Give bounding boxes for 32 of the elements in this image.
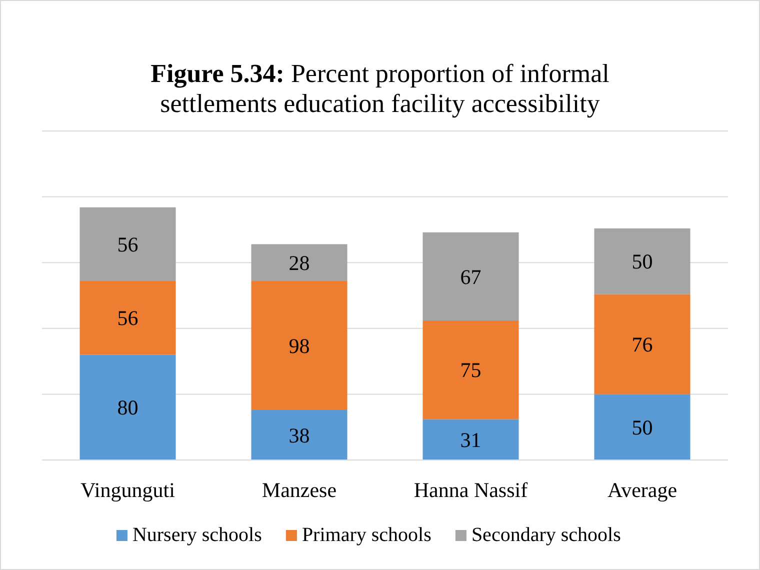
bar [80, 354, 176, 460]
data-label: 76 [632, 332, 653, 357]
data-label: 28 [288, 250, 310, 275]
data-label: 56 [117, 232, 138, 257]
legend-label: Nursery schools [132, 524, 262, 546]
bar [422, 232, 519, 321]
data-label: 56 [117, 306, 138, 330]
x-tick-label: Hanna Nassif [414, 478, 528, 502]
bar [594, 394, 690, 460]
data-label: 98 [288, 334, 310, 358]
x-tick-label: Manzese [262, 478, 337, 502]
legend-label: Secondary schools [471, 524, 622, 546]
x-tick-label: Average [607, 478, 678, 502]
legend-label: Primary schools [302, 524, 432, 546]
bar [594, 294, 690, 394]
chart-title: Figure 5.34: Percent proportion of informal settlements education facility accessibility [150, 59, 610, 118]
data-label: 80 [117, 396, 138, 420]
bar [251, 281, 348, 410]
bar [80, 281, 176, 355]
x-tick-label: Vingunguti [80, 478, 176, 502]
bar [80, 207, 176, 282]
data-label: 31 [460, 428, 482, 452]
bar [594, 228, 690, 294]
bar [422, 419, 519, 460]
data-label: 50 [632, 250, 653, 274]
data-label: 38 [288, 423, 310, 448]
bar [251, 244, 348, 282]
data-label: 50 [632, 415, 653, 440]
bar [422, 320, 519, 420]
data-label: 75 [460, 358, 482, 382]
data-label: 67 [460, 264, 482, 289]
bar [251, 410, 348, 460]
